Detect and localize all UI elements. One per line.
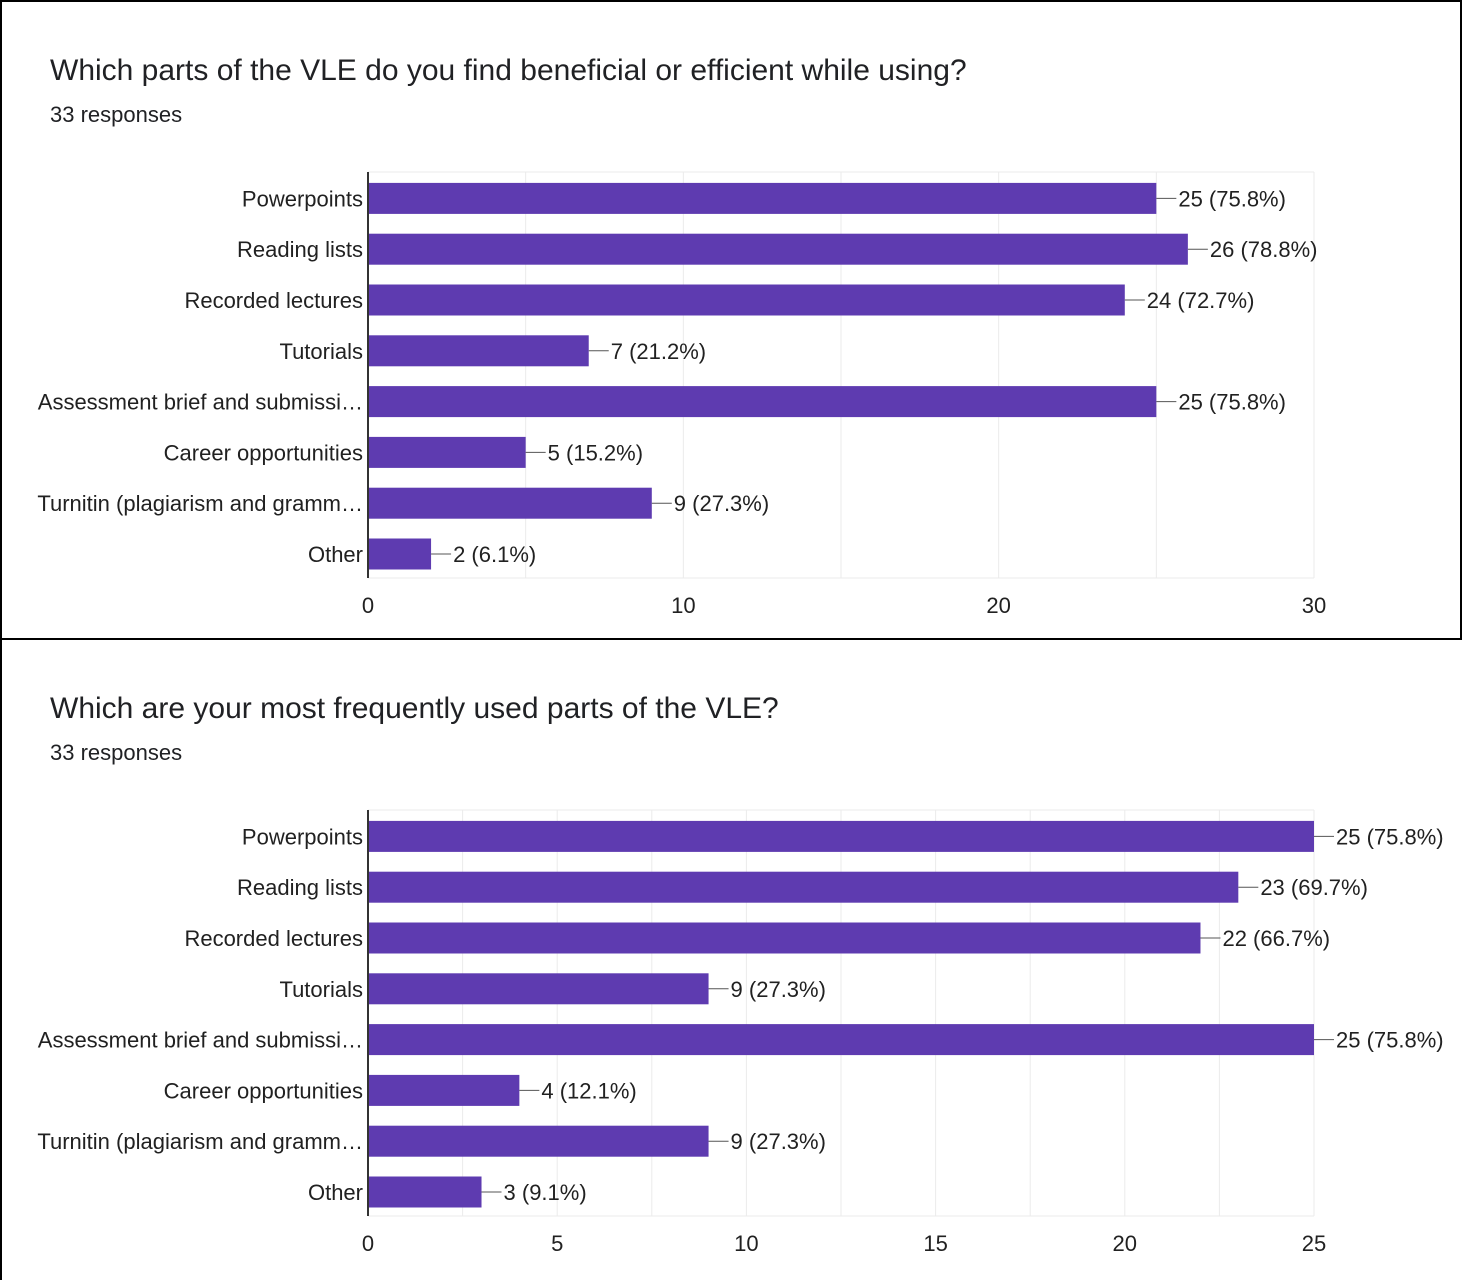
category-label: Career opportunities xyxy=(164,440,363,465)
bar xyxy=(368,182,1157,214)
bar xyxy=(368,922,1201,954)
data-label: 25 (75.8%) xyxy=(1336,824,1444,849)
category-label: Other xyxy=(308,1180,363,1205)
category-label: Assessment brief and submissi… xyxy=(38,1028,363,1053)
x-tick-label: 30 xyxy=(1302,593,1326,618)
data-label: 26 (78.8%) xyxy=(1210,237,1318,262)
bar xyxy=(368,1024,1314,1056)
x-tick-label: 10 xyxy=(671,593,695,618)
data-label: 24 (72.7%) xyxy=(1147,288,1255,313)
x-tick-label: 20 xyxy=(986,593,1010,618)
x-tick-label: 0 xyxy=(362,593,374,618)
category-label: Assessment brief and submissi… xyxy=(38,390,363,415)
bar xyxy=(368,436,526,468)
category-label: Tutorials xyxy=(279,339,363,364)
data-label: 9 (27.3%) xyxy=(731,1129,826,1154)
category-label: Career opportunities xyxy=(164,1078,363,1103)
data-label: 5 (15.2%) xyxy=(548,440,643,465)
category-label: Turnitin (plagiarism and gramm… xyxy=(37,1129,363,1154)
category-label: Recorded lectures xyxy=(184,926,363,951)
data-label: 7 (21.2%) xyxy=(611,339,706,364)
category-label: Recorded lectures xyxy=(184,288,363,313)
bar xyxy=(368,820,1314,852)
chart-panel-beneficial: Which parts of the VLE do you find benef… xyxy=(0,0,1462,640)
bar xyxy=(368,386,1157,418)
data-label: 23 (69.7%) xyxy=(1260,875,1368,900)
bar-chart-beneficial: Powerpoints 25 (75.8%) Reading lists 26 (78… xyxy=(37,171,1326,618)
category-label: Turnitin (plagiarism and gramm… xyxy=(37,491,363,516)
data-label: 4 (12.1%) xyxy=(541,1078,636,1103)
bar-chart-frequent: Powerpoints 25 (75.8%) Reading lists 23 (69… xyxy=(37,809,1444,1256)
bar xyxy=(368,1176,482,1208)
category-label: Tutorials xyxy=(279,977,363,1002)
x-tick-label: 10 xyxy=(734,1231,758,1256)
bar xyxy=(368,973,709,1005)
question-title: Which are your most frequently used part… xyxy=(50,692,779,725)
data-label: 3 (9.1%) xyxy=(504,1180,587,1205)
data-label: 9 (27.3%) xyxy=(731,977,826,1002)
question-title: Which parts of the VLE do you find benef… xyxy=(50,54,967,87)
response-count: 33 responses xyxy=(50,740,183,765)
bar xyxy=(368,1125,709,1157)
data-label: 25 (75.8%) xyxy=(1178,186,1286,211)
data-label: 25 (75.8%) xyxy=(1336,1028,1444,1053)
bar xyxy=(368,538,432,570)
x-tick-label: 20 xyxy=(1113,1231,1137,1256)
chart-panel-frequent: Which are your most frequently used part… xyxy=(0,638,1462,1280)
data-label: 9 (27.3%) xyxy=(674,491,769,516)
response-count: 33 responses xyxy=(50,102,183,127)
bar xyxy=(368,487,652,519)
data-label: 25 (75.8%) xyxy=(1178,390,1286,415)
category-label: Other xyxy=(308,542,363,567)
bar xyxy=(368,284,1125,316)
x-tick-label: 15 xyxy=(923,1231,947,1256)
category-label: Powerpoints xyxy=(242,186,363,211)
x-tick-label: 25 xyxy=(1302,1231,1326,1256)
bar xyxy=(368,335,589,367)
category-label: Reading lists xyxy=(237,875,363,900)
bar xyxy=(368,1074,520,1106)
bar xyxy=(368,871,1239,903)
data-label: 22 (66.7%) xyxy=(1222,926,1330,951)
x-tick-label: 0 xyxy=(362,1231,374,1256)
bar xyxy=(368,233,1188,265)
category-label: Powerpoints xyxy=(242,824,363,849)
x-tick-label: 5 xyxy=(551,1231,563,1256)
category-label: Reading lists xyxy=(237,237,363,262)
data-label: 2 (6.1%) xyxy=(453,542,536,567)
